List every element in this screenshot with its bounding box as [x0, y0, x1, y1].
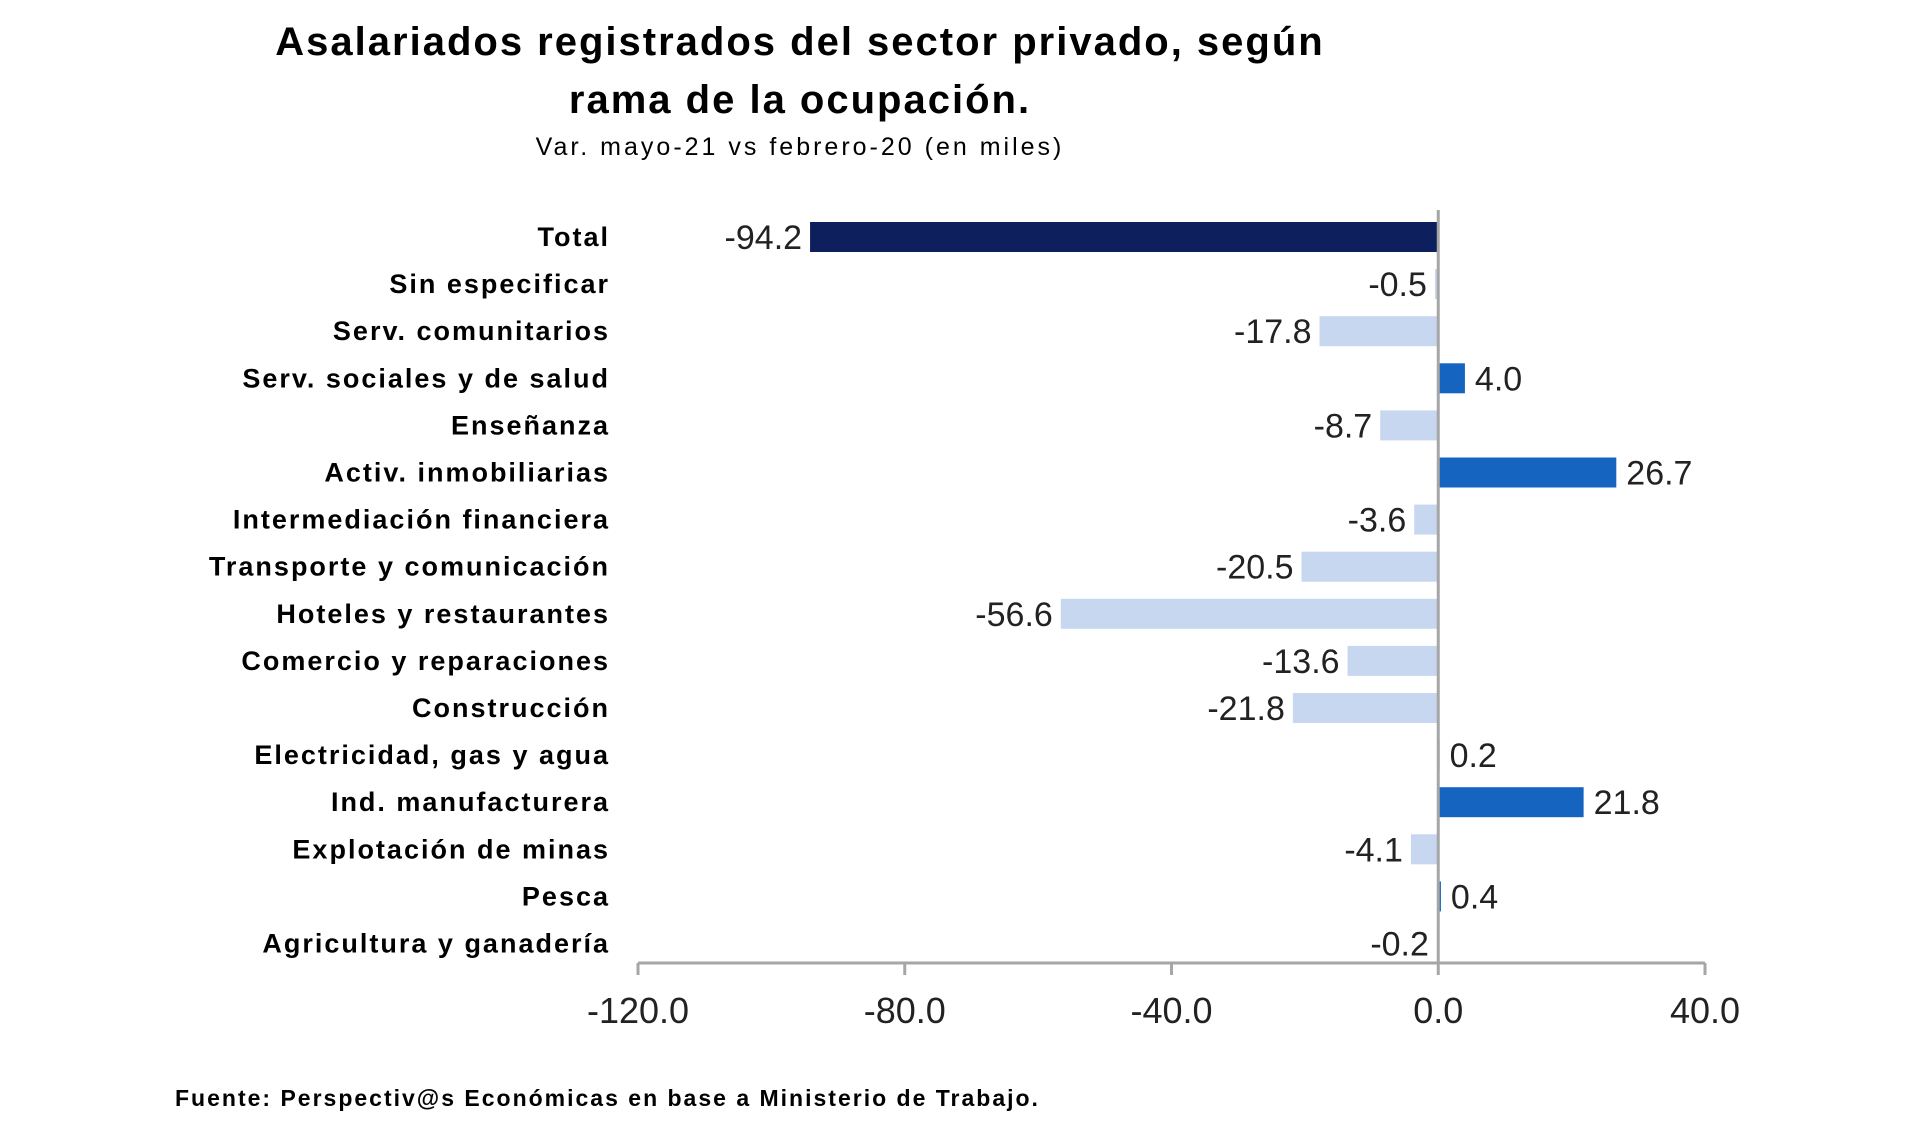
- bar-5: [1438, 457, 1617, 488]
- value-label: -13.6: [1262, 643, 1340, 681]
- value-label: -17.8: [1234, 313, 1312, 351]
- value-label: 0.2: [1450, 737, 1497, 775]
- category-label: Hoteles y restaurantes: [276, 599, 610, 629]
- value-label: 0.4: [1451, 878, 1498, 916]
- bar-1: [1434, 269, 1439, 300]
- value-label: -0.5: [1368, 266, 1427, 304]
- category-label: Ind. manufacturera: [331, 787, 610, 817]
- category-label: Comercio y reparaciones: [241, 646, 610, 676]
- bar-2: [1319, 316, 1439, 347]
- value-label: -94.2: [725, 219, 803, 257]
- bar-9: [1347, 645, 1439, 676]
- x-tick-label: 40.0: [1670, 990, 1740, 1031]
- source-note: Fuente: Perspectiv@s Económicas en base …: [175, 1085, 1040, 1111]
- category-label: Total: [538, 222, 611, 252]
- category-label: Sin especificar: [389, 269, 610, 299]
- bar-3: [1438, 363, 1465, 394]
- bar-7: [1301, 551, 1439, 582]
- chart-title-line-1: Asalariados registrados del sector priva…: [275, 20, 1325, 64]
- category-label: Transporte y comunicación: [209, 552, 610, 582]
- bar-13: [1410, 834, 1439, 865]
- bar-12: [1438, 787, 1584, 818]
- category-label: Pesca: [522, 881, 610, 911]
- bar-4: [1380, 410, 1439, 441]
- category-label: Electricidad, gas y agua: [254, 740, 610, 770]
- category-label: Serv. sociales y de salud: [242, 363, 610, 393]
- value-label: -20.5: [1216, 549, 1294, 587]
- category-label: Construcción: [412, 693, 610, 723]
- value-label: -8.7: [1314, 407, 1373, 445]
- bar-10: [1292, 693, 1439, 723]
- value-label: -4.1: [1344, 831, 1403, 869]
- value-label: -0.2: [1370, 926, 1429, 964]
- chart-title-line-2: rama de la ocupación.: [568, 78, 1032, 122]
- bar-0: [810, 222, 1439, 252]
- bar-8: [1060, 598, 1439, 629]
- value-label: -56.6: [975, 596, 1053, 634]
- x-tick-label: -80.0: [864, 990, 946, 1031]
- bar-6: [1414, 504, 1439, 535]
- x-tick-label: -120.0: [587, 990, 689, 1031]
- chart-subtitle: Var. mayo-21 vs febrero-20 (en miles): [535, 133, 1065, 161]
- category-label: Agricultura y ganadería: [262, 929, 610, 959]
- value-label: -3.6: [1348, 502, 1407, 540]
- category-label: Explotación de minas: [292, 834, 610, 864]
- x-tick-label: 0.0: [1413, 990, 1463, 1031]
- category-label: Serv. comunitarios: [333, 316, 610, 346]
- value-label: 26.7: [1626, 455, 1692, 493]
- category-label: Activ. inmobiliarias: [324, 458, 610, 488]
- value-label: -21.8: [1207, 690, 1285, 728]
- value-label: 21.8: [1594, 784, 1660, 822]
- x-tick-label: -40.0: [1130, 990, 1212, 1031]
- category-label: Enseñanza: [451, 410, 610, 440]
- value-label: 4.0: [1475, 360, 1522, 398]
- category-label: Intermediación financiera: [233, 505, 610, 535]
